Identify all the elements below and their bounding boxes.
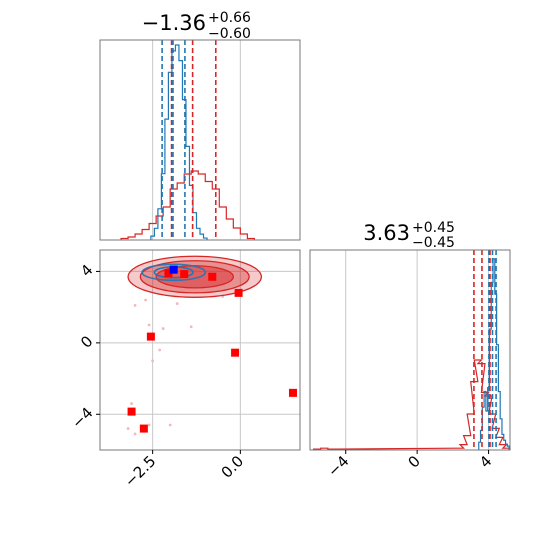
- faint-sample-12: [144, 298, 148, 302]
- joint-y-tick-label-0: −4: [68, 404, 96, 432]
- red-square-marker-3: [234, 288, 243, 297]
- faint-sample-8: [126, 427, 130, 430]
- red-square-marker-0: [164, 269, 173, 278]
- faint-sample-10: [168, 423, 172, 427]
- faint-sample-1: [161, 327, 165, 330]
- title-value-param1: −1.36: [142, 11, 206, 35]
- joint-x-tick-label-1: 0.0: [218, 452, 248, 482]
- joint-frame: [99, 249, 301, 451]
- joint-x-tick-label-0: −2.5: [121, 452, 159, 490]
- param2-x-ticks: −4 0 4: [324, 450, 495, 480]
- joint-contours: [127, 255, 263, 298]
- joint-panel: −2.5 0.0 −4 0 4: [68, 249, 322, 491]
- joint-y-ticks: −4 0 4: [68, 261, 100, 432]
- red-square-marker-9: [314, 424, 322, 432]
- red-square-marker-7: [127, 407, 136, 416]
- joint-y-tick-label-1: 0: [77, 332, 96, 351]
- title-plus-param2: +0.45: [412, 220, 455, 236]
- title-value-param2: 3.63: [363, 221, 410, 245]
- param2-x-tick-label-1: 0: [404, 452, 423, 471]
- title-plus-param1: +0.66: [208, 10, 251, 26]
- marginal-panel-param2: −4 0 4 3.63 +0.45 −0.45: [309, 220, 511, 480]
- red-square-marker-8: [139, 424, 148, 433]
- marginal-histograms-param2: [312, 258, 511, 450]
- faint-sample-14: [175, 302, 179, 305]
- marginal-frame-param2: [309, 249, 511, 451]
- faint-sample-2: [133, 303, 137, 307]
- blue-square-marker-0: [169, 265, 178, 274]
- red-square-marker-5: [231, 348, 240, 357]
- histogram-blue-param2: [478, 258, 510, 450]
- marginal-histograms-param1: [120, 44, 255, 240]
- red-square-marker-2: [208, 272, 217, 281]
- quantile-lines-param1: [161, 40, 217, 240]
- param2-x-tick-label-2: 4: [476, 452, 495, 471]
- param2-x-tick-label-0: −4: [324, 452, 352, 480]
- faint-sample-5: [151, 359, 155, 363]
- joint-x-ticks: −2.5 0.0: [121, 450, 247, 491]
- red-square-marker-1: [180, 270, 189, 279]
- marginal-frame-param1: [99, 39, 301, 241]
- faint-sample-11: [133, 432, 137, 436]
- faint-sample-3: [189, 325, 193, 329]
- histogram-red-param2: [312, 359, 511, 450]
- histogram-blue-param1: [150, 44, 208, 240]
- joint-markers: [127, 265, 322, 433]
- red-square-marker-6: [288, 388, 297, 397]
- title-minus-param1: −0.60: [208, 26, 251, 42]
- faint-sample-0: [147, 323, 151, 327]
- joint-y-tick-label-2: 4: [77, 261, 96, 280]
- faint-sample-4: [158, 348, 162, 352]
- joint-grid: [100, 250, 300, 450]
- faint-sample-9: [147, 423, 151, 427]
- marginal-grid-param1: [152, 40, 241, 240]
- red-square-marker-4: [146, 332, 155, 341]
- faint-sample-6: [130, 402, 133, 405]
- histogram-red-param1: [120, 170, 255, 240]
- marginal-grid-param2: [345, 250, 490, 450]
- title-minus-param2: −0.45: [412, 235, 455, 251]
- contour-blue-level-0: [141, 263, 207, 282]
- marginal-panel-param1: −1.36 +0.66 −0.60: [99, 10, 301, 241]
- quantile-lines-param2: [473, 250, 497, 450]
- contour-red-level-0: [127, 255, 263, 298]
